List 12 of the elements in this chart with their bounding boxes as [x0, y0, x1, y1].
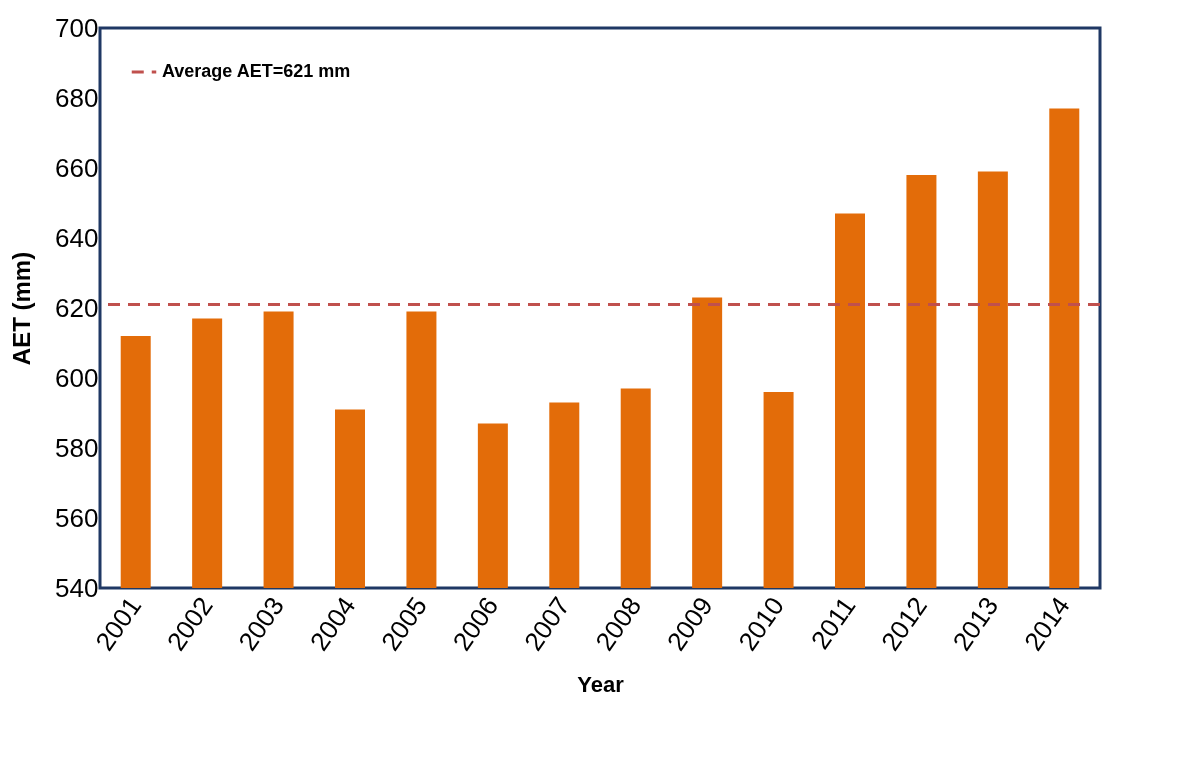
y-tick-label: 700 [55, 12, 99, 43]
y-tick-label: 600 [55, 362, 99, 393]
legend-label: Average AET=621 mm [162, 61, 351, 81]
y-tick-label: 580 [55, 432, 99, 463]
y-tick-label: 560 [55, 502, 99, 533]
y-tick-label: 660 [55, 152, 99, 183]
y-tick-label: 540 [55, 572, 99, 603]
y-axis-title: AET (mm) [8, 251, 36, 366]
x-axis-title: Year [577, 672, 625, 698]
y-tick-label: 680 [55, 82, 99, 113]
y-tick-label: 620 [55, 292, 99, 323]
y-tick-label: 640 [55, 222, 99, 253]
